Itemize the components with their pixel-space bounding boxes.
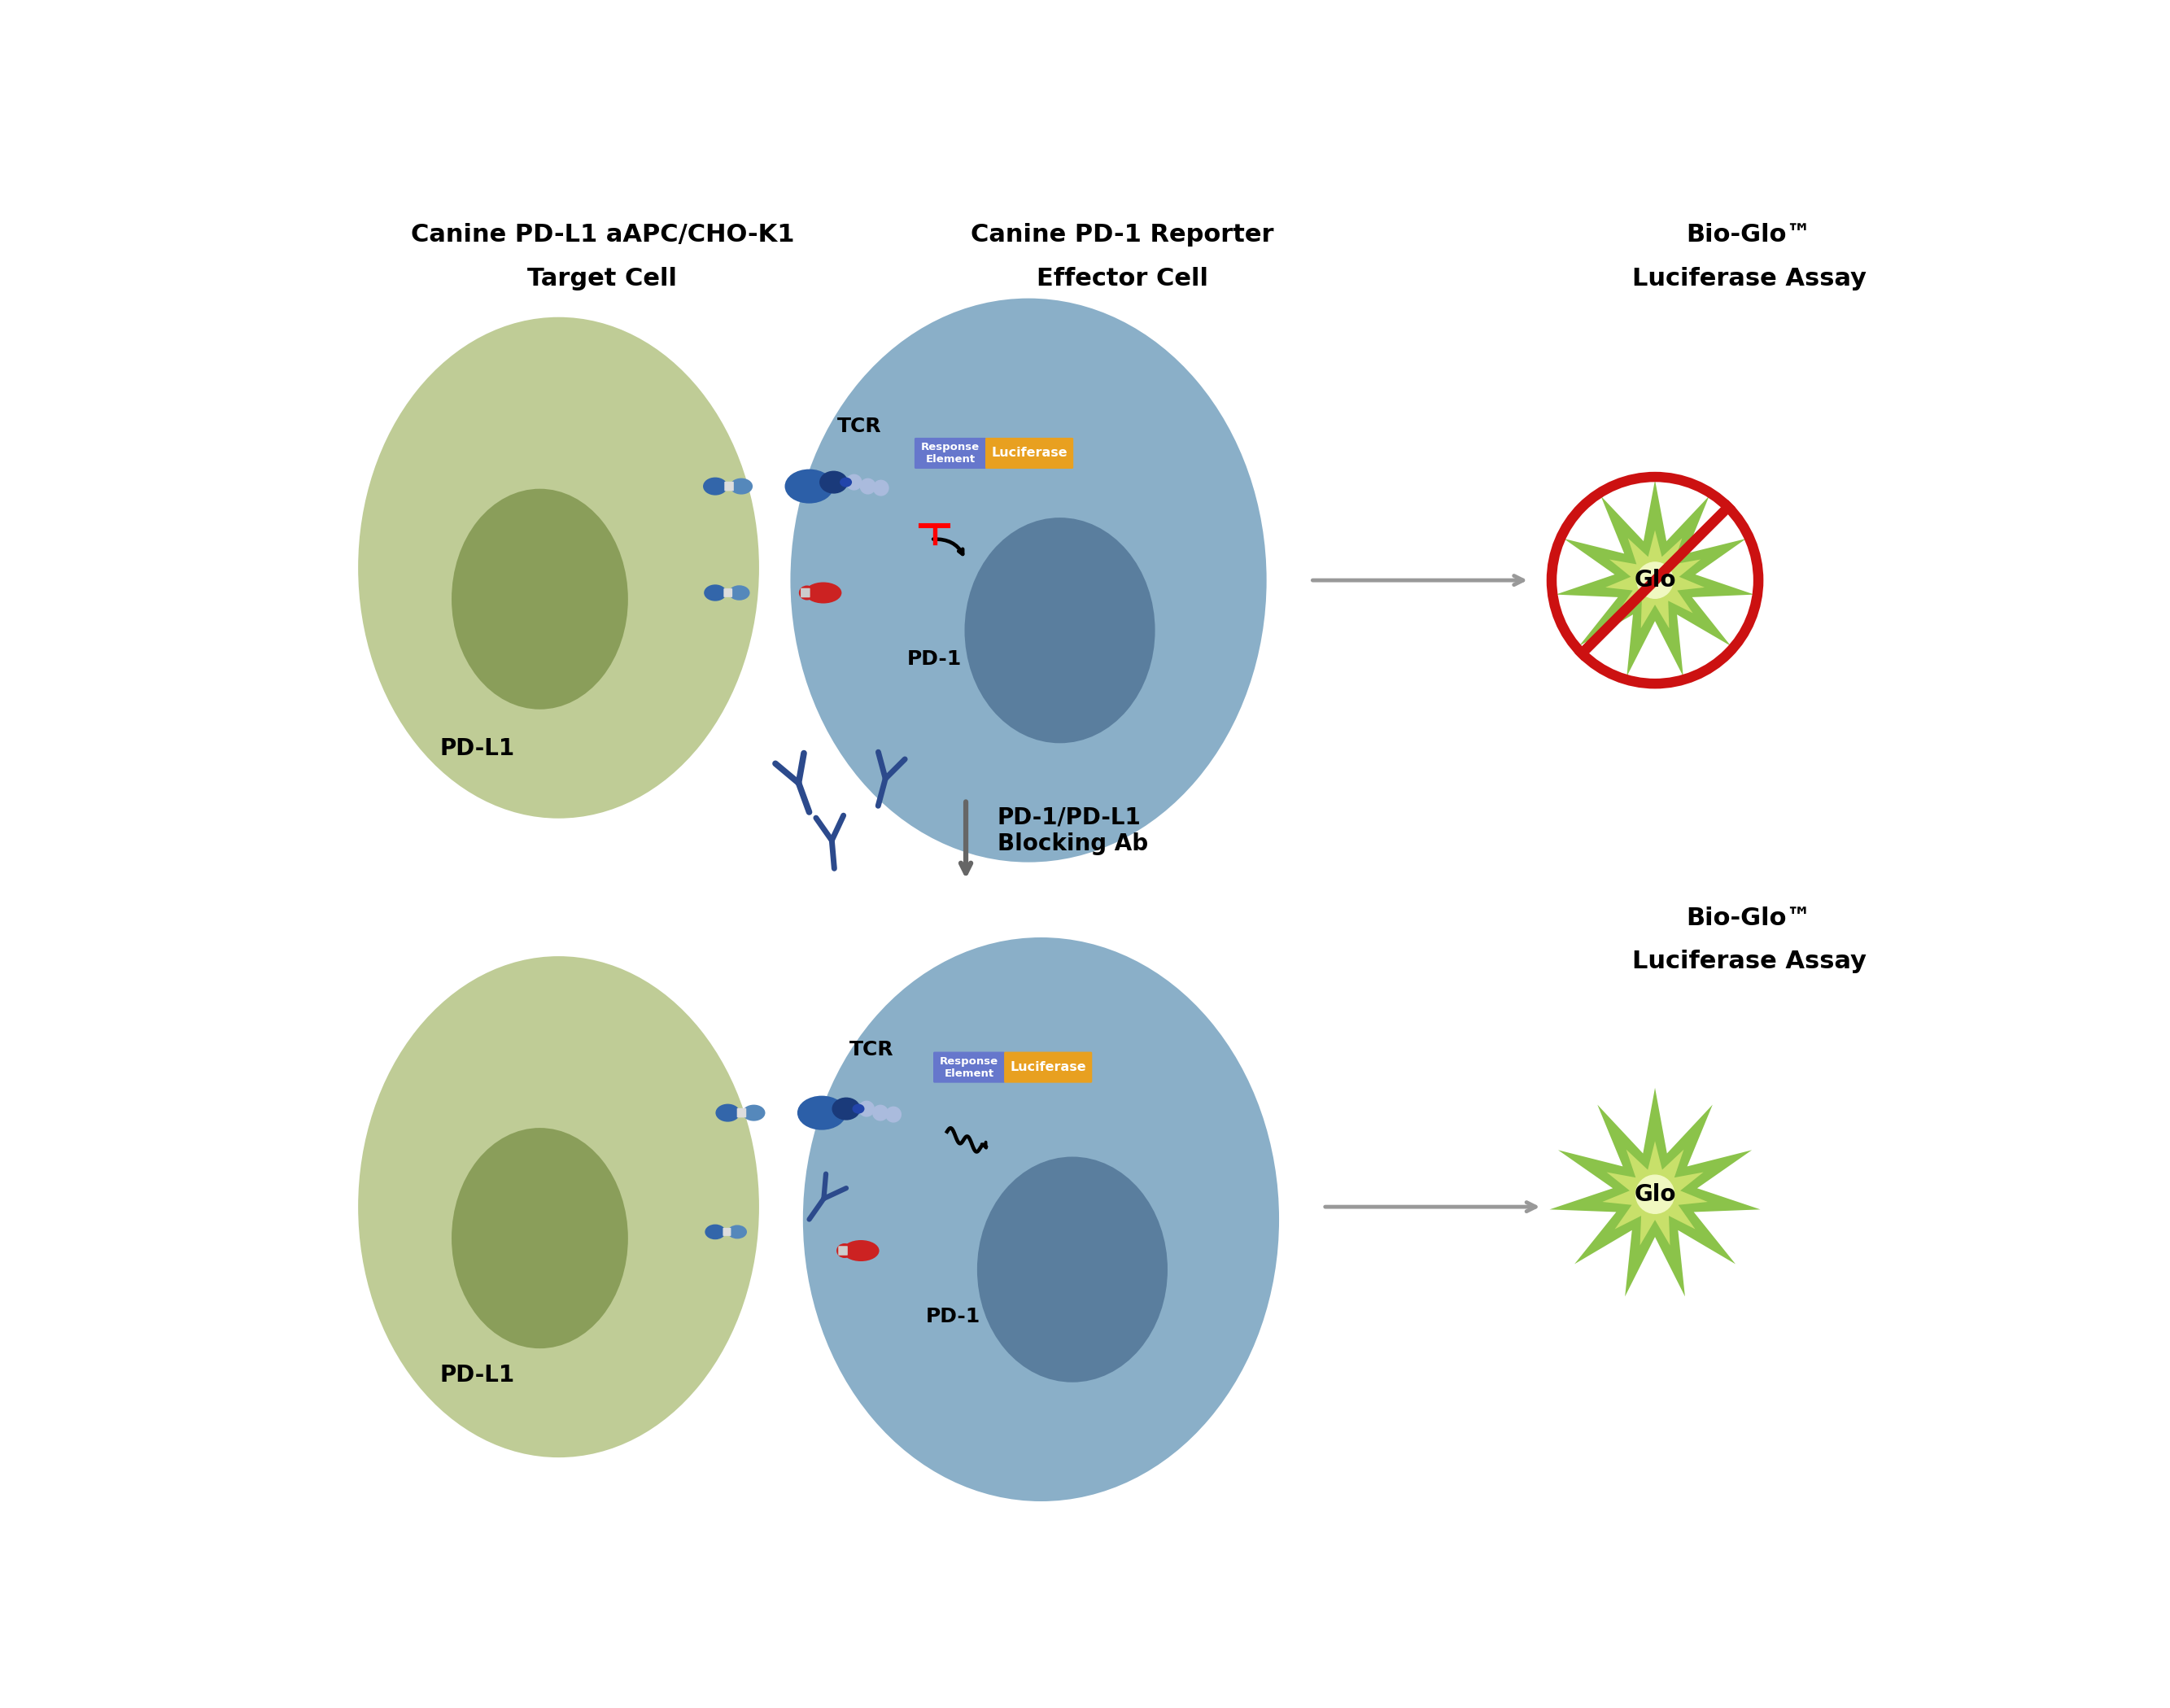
Circle shape: [1636, 1175, 1675, 1213]
Ellipse shape: [831, 1097, 861, 1120]
Ellipse shape: [803, 938, 1278, 1501]
FancyBboxPatch shape: [801, 588, 809, 598]
FancyBboxPatch shape: [914, 437, 985, 468]
Text: Luciferase Assay: Luciferase Assay: [1632, 950, 1866, 974]
Ellipse shape: [799, 586, 816, 600]
Ellipse shape: [451, 1127, 627, 1348]
Ellipse shape: [716, 1103, 740, 1122]
Text: PD-1: PD-1: [927, 1307, 981, 1327]
Text: Target Cell: Target Cell: [527, 266, 677, 290]
Ellipse shape: [703, 584, 727, 601]
Ellipse shape: [820, 471, 848, 494]
Circle shape: [872, 480, 890, 495]
FancyBboxPatch shape: [985, 437, 1074, 468]
Text: Effector Cell: Effector Cell: [1037, 266, 1209, 290]
Polygon shape: [1606, 529, 1706, 629]
Ellipse shape: [703, 477, 727, 495]
Circle shape: [859, 478, 877, 494]
Text: Luciferase Assay: Luciferase Assay: [1632, 266, 1866, 290]
Text: Glo: Glo: [1634, 569, 1675, 591]
Text: PD-1/PD-L1
Blocking Ab: PD-1/PD-L1 Blocking Ab: [998, 806, 1148, 856]
FancyBboxPatch shape: [933, 1052, 1005, 1083]
Ellipse shape: [835, 1243, 853, 1259]
Text: PD-L1: PD-L1: [441, 736, 514, 760]
Polygon shape: [1601, 1141, 1708, 1245]
FancyBboxPatch shape: [1005, 1052, 1092, 1083]
Ellipse shape: [358, 956, 759, 1457]
FancyBboxPatch shape: [738, 1108, 746, 1117]
Ellipse shape: [729, 586, 751, 600]
Polygon shape: [1556, 480, 1753, 676]
Ellipse shape: [742, 1105, 766, 1120]
FancyBboxPatch shape: [723, 589, 733, 598]
Circle shape: [846, 475, 861, 490]
Polygon shape: [1549, 1088, 1760, 1296]
Circle shape: [872, 1105, 888, 1120]
Text: Bio-Glo™: Bio-Glo™: [1686, 224, 1812, 246]
Text: Response
Element: Response Element: [920, 442, 979, 465]
Ellipse shape: [786, 470, 833, 504]
Text: TCR: TCR: [851, 1040, 894, 1059]
Text: Luciferase: Luciferase: [992, 447, 1068, 459]
Ellipse shape: [976, 1156, 1167, 1382]
Text: Canine PD-1 Reporter: Canine PD-1 Reporter: [970, 224, 1274, 246]
Text: TCR: TCR: [838, 417, 881, 436]
FancyBboxPatch shape: [838, 1247, 848, 1255]
Text: Bio-Glo™: Bio-Glo™: [1686, 905, 1812, 929]
Text: Luciferase: Luciferase: [1009, 1061, 1087, 1073]
Ellipse shape: [727, 1225, 746, 1238]
FancyBboxPatch shape: [725, 482, 733, 490]
Ellipse shape: [796, 1097, 846, 1131]
Circle shape: [885, 1107, 901, 1122]
Ellipse shape: [842, 1240, 879, 1261]
Text: PD-L1: PD-L1: [441, 1363, 514, 1387]
Ellipse shape: [729, 478, 753, 494]
Text: PD-1: PD-1: [907, 649, 961, 670]
Ellipse shape: [966, 518, 1154, 743]
Circle shape: [1636, 562, 1673, 598]
Circle shape: [859, 1100, 875, 1117]
Text: Glo: Glo: [1634, 1184, 1675, 1206]
Ellipse shape: [805, 582, 842, 603]
Text: Canine PD-L1 aAPC/CHO-K1: Canine PD-L1 aAPC/CHO-K1: [410, 224, 794, 246]
Ellipse shape: [451, 488, 627, 709]
Ellipse shape: [840, 477, 853, 487]
Ellipse shape: [853, 1103, 864, 1114]
FancyBboxPatch shape: [723, 1228, 731, 1237]
Text: Response
Element: Response Element: [940, 1056, 998, 1079]
Ellipse shape: [705, 1225, 725, 1240]
Ellipse shape: [358, 318, 759, 818]
Ellipse shape: [790, 299, 1267, 863]
